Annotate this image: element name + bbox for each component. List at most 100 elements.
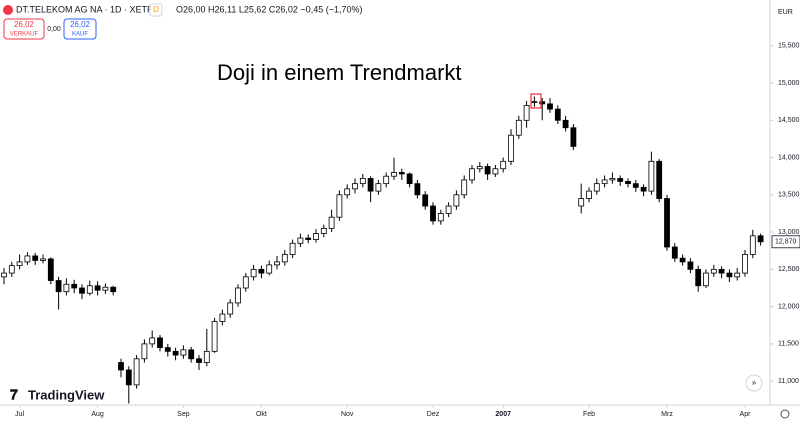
y-tick-label: 13,500 xyxy=(778,192,800,199)
logo: TradingView xyxy=(28,387,105,402)
sell-button[interactable] xyxy=(3,18,45,40)
sell-price[interactable]: 26,02 xyxy=(14,20,35,29)
candle-body xyxy=(453,194,460,207)
candle-body xyxy=(640,186,647,192)
candle-body xyxy=(734,272,741,278)
candle-body xyxy=(554,108,561,121)
settings-icon[interactable] xyxy=(780,409,790,419)
candle-body xyxy=(445,205,452,214)
candle-body xyxy=(235,287,241,304)
candle-body xyxy=(414,183,421,196)
y-tick-label: 15,500 xyxy=(778,43,800,50)
candle-body xyxy=(562,119,569,129)
candle-body xyxy=(305,237,312,240)
x-tick-label: Nov xyxy=(341,411,354,418)
candle-body xyxy=(422,194,429,207)
candle-body xyxy=(157,337,163,349)
candle-body xyxy=(336,194,343,218)
spread: 0,00 xyxy=(47,26,61,33)
candle-body xyxy=(313,233,319,240)
last-price-label: 12,870 xyxy=(775,239,797,246)
x-tick-label: Apr xyxy=(740,411,752,418)
badge-box xyxy=(149,3,163,17)
candle-body xyxy=(79,287,85,294)
candle-body xyxy=(71,283,78,289)
candle-body xyxy=(500,160,507,170)
currency-box[interactable] xyxy=(775,5,795,19)
candle-body xyxy=(149,337,156,345)
candle-body xyxy=(24,255,31,263)
candle-body xyxy=(586,190,592,199)
candle-body xyxy=(718,268,725,274)
x-tick-label: Mrz xyxy=(661,411,673,418)
logo-mark: 𝟕 xyxy=(10,387,18,403)
candle-body xyxy=(266,264,273,274)
candle-body xyxy=(320,227,327,234)
candle-body xyxy=(180,349,187,356)
candle-body xyxy=(749,235,756,255)
candle-body xyxy=(258,268,265,274)
buy-label[interactable]: KAUF xyxy=(72,32,88,38)
symbol-logo xyxy=(3,5,13,15)
candle-body xyxy=(687,261,694,270)
candle-body xyxy=(219,313,226,322)
x-tick-label: Feb xyxy=(583,411,595,418)
candle-body xyxy=(344,188,351,196)
x-tick-label: Sep xyxy=(177,411,190,418)
buy-price[interactable]: 26,02 xyxy=(70,20,91,29)
candle-body xyxy=(16,261,23,267)
candle-body xyxy=(648,160,655,192)
y-tick-label: 11,500 xyxy=(778,341,799,348)
candle-body xyxy=(172,350,179,356)
candle-body xyxy=(398,172,405,175)
candle-body xyxy=(632,183,639,188)
y-tick-label: 14,500 xyxy=(778,117,800,124)
candle-body xyxy=(508,134,514,162)
candle-body xyxy=(188,349,195,360)
candle-body xyxy=(703,272,709,287)
doji-highlight xyxy=(530,93,542,109)
candle-body xyxy=(86,285,93,294)
scroll-icon[interactable]: » xyxy=(752,378,757,387)
candle-body xyxy=(578,198,585,207)
candle-body xyxy=(679,257,686,263)
x-tick-label: Jul xyxy=(15,411,24,418)
candle-body xyxy=(710,268,717,274)
candle-body xyxy=(297,237,304,244)
candle-body xyxy=(281,254,288,263)
y-tick-label: 13,000 xyxy=(778,229,800,236)
candle-body xyxy=(375,183,382,192)
candle-body xyxy=(8,265,15,274)
candle-body xyxy=(94,285,101,291)
candle-body xyxy=(609,178,616,181)
x-tick-label: Okt xyxy=(256,411,267,418)
y-tick-label: 15,000 xyxy=(778,80,800,87)
ohlc: O26,00 H26,11 L25,62 C26,02 −0,45 (−1,70… xyxy=(176,4,362,14)
candle-body xyxy=(118,362,124,371)
y-tick-label: 12,000 xyxy=(778,303,800,310)
candle-body xyxy=(515,119,522,136)
candle-body xyxy=(547,103,553,110)
candle-body xyxy=(227,302,234,315)
candle-body xyxy=(102,286,109,291)
annotation: Doji in einem Trendmarkt xyxy=(217,60,462,85)
candle-body xyxy=(492,168,499,175)
candle-body xyxy=(757,235,764,243)
candle-body xyxy=(125,369,132,386)
badge: D xyxy=(153,5,159,14)
scroll-button[interactable] xyxy=(745,374,763,392)
currency[interactable]: EUR xyxy=(778,9,793,16)
candle-body xyxy=(391,172,397,177)
x-tick-label: Aug xyxy=(91,411,104,418)
candle-body xyxy=(63,283,70,293)
y-tick-label: 14,000 xyxy=(778,154,800,161)
candle-body xyxy=(461,179,468,196)
candle-body xyxy=(55,280,62,293)
buy-button[interactable] xyxy=(63,18,97,40)
sell-label[interactable]: VERKAUF xyxy=(10,32,39,38)
y-tick-label: 11,000 xyxy=(778,378,799,385)
y-tick-label: 12,500 xyxy=(778,266,800,273)
candle-body xyxy=(1,272,7,278)
candle-body xyxy=(671,246,678,259)
candle-body xyxy=(352,183,358,190)
